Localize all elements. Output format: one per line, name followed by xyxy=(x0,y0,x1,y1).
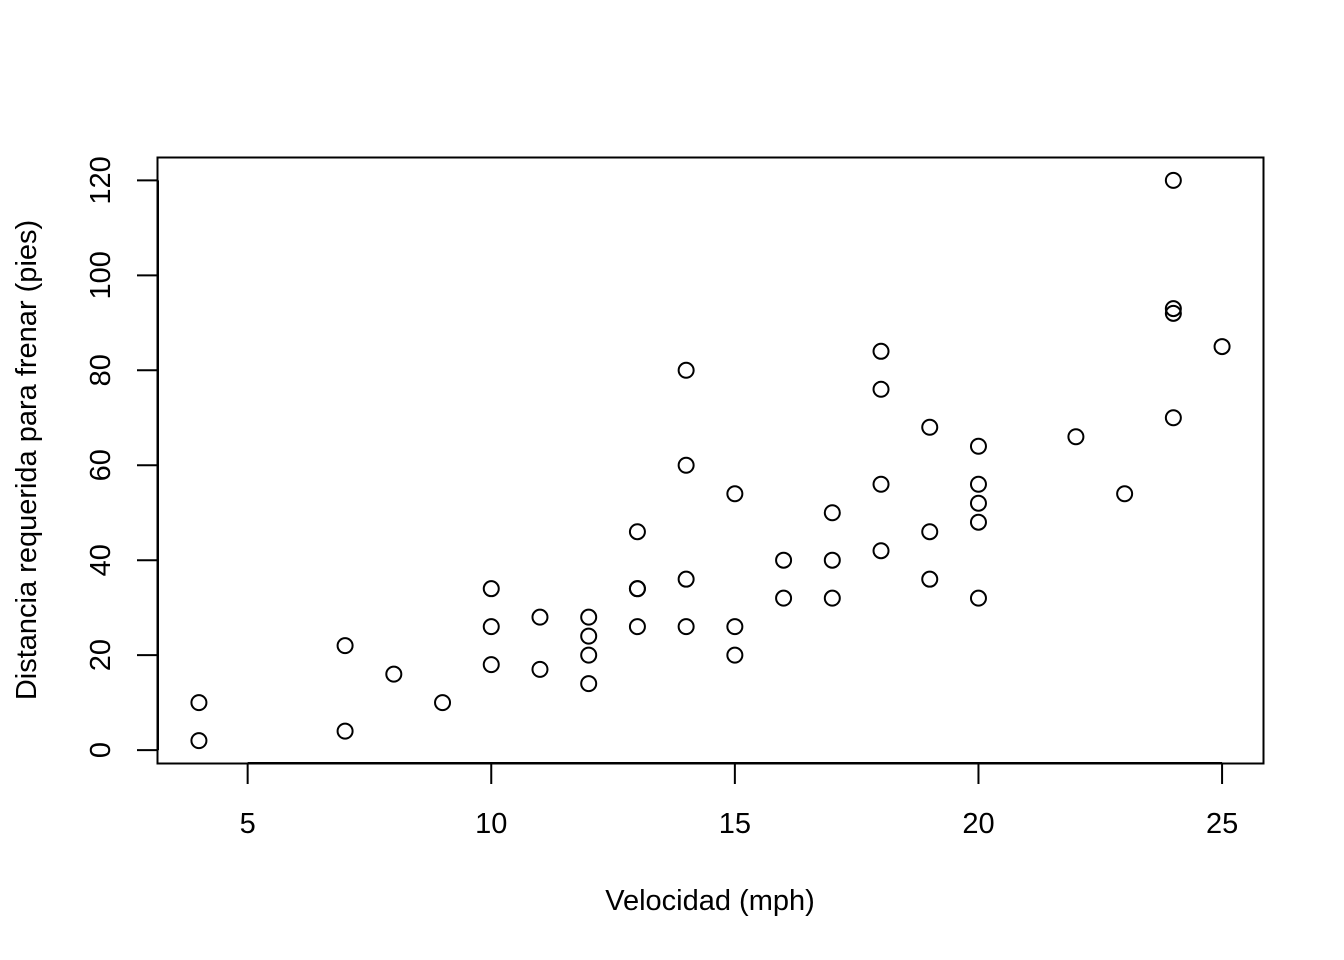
data-point xyxy=(628,618,646,636)
x-axis-title: Velocidad (mph) xyxy=(605,885,815,917)
data-point xyxy=(336,637,354,655)
data-point xyxy=(775,551,793,569)
plot-frame xyxy=(156,156,1265,765)
data-point xyxy=(1213,338,1231,356)
data-point xyxy=(872,542,890,560)
data-point xyxy=(823,504,841,522)
data-point xyxy=(823,551,841,569)
data-point xyxy=(482,656,500,674)
x-tick-label: 10 xyxy=(475,808,507,840)
data-point xyxy=(628,580,646,598)
data-point xyxy=(872,342,890,360)
y-tick-label: 100 xyxy=(85,251,117,299)
data-point xyxy=(482,618,500,636)
x-tick-label: 20 xyxy=(962,808,994,840)
data-point xyxy=(969,513,987,531)
data-point xyxy=(726,618,744,636)
data-point xyxy=(677,361,695,379)
y-axis-title: Distancia requerida para frenar (pies) xyxy=(11,220,43,700)
data-point xyxy=(969,437,987,455)
data-point xyxy=(1164,409,1182,427)
data-point xyxy=(434,694,452,712)
data-points xyxy=(190,171,1231,750)
y-tick-label: 0 xyxy=(85,742,117,758)
data-point xyxy=(336,722,354,740)
x-tick-label: 25 xyxy=(1206,808,1238,840)
y-axis: 0 20 40 60 80 100 120 xyxy=(85,156,159,758)
data-point xyxy=(969,589,987,607)
data-point xyxy=(969,475,987,493)
data-point xyxy=(580,646,598,664)
data-point xyxy=(677,618,695,636)
data-point xyxy=(190,694,208,712)
data-point xyxy=(1067,428,1085,446)
data-point xyxy=(531,608,549,626)
data-point xyxy=(580,675,598,693)
data-point xyxy=(726,646,744,664)
data-point xyxy=(385,665,403,683)
y-tick-label: 60 xyxy=(85,449,117,481)
data-point xyxy=(823,589,841,607)
data-point xyxy=(969,494,987,512)
data-point xyxy=(872,380,890,398)
data-point xyxy=(726,485,744,503)
data-point xyxy=(531,660,549,678)
x-axis: 5 10 15 20 25 xyxy=(240,762,1238,840)
y-tick-label: 120 xyxy=(85,156,117,204)
data-point xyxy=(1164,300,1182,318)
data-point xyxy=(1164,171,1182,189)
data-point xyxy=(921,523,939,541)
data-point xyxy=(482,580,500,598)
data-point xyxy=(775,589,793,607)
data-point xyxy=(580,608,598,626)
data-point xyxy=(190,732,208,750)
y-tick-label: 80 xyxy=(85,354,117,386)
data-point xyxy=(580,627,598,645)
y-tick-label: 20 xyxy=(85,639,117,671)
data-point xyxy=(677,570,695,588)
data-point xyxy=(921,570,939,588)
data-point xyxy=(1164,304,1182,322)
data-point xyxy=(677,456,695,474)
y-tick-label: 40 xyxy=(85,544,117,576)
data-point xyxy=(1116,485,1134,503)
data-point xyxy=(628,523,646,541)
x-tick-label: 15 xyxy=(719,808,751,840)
data-point xyxy=(872,475,890,493)
data-point xyxy=(921,418,939,436)
x-tick-label: 5 xyxy=(240,808,256,840)
